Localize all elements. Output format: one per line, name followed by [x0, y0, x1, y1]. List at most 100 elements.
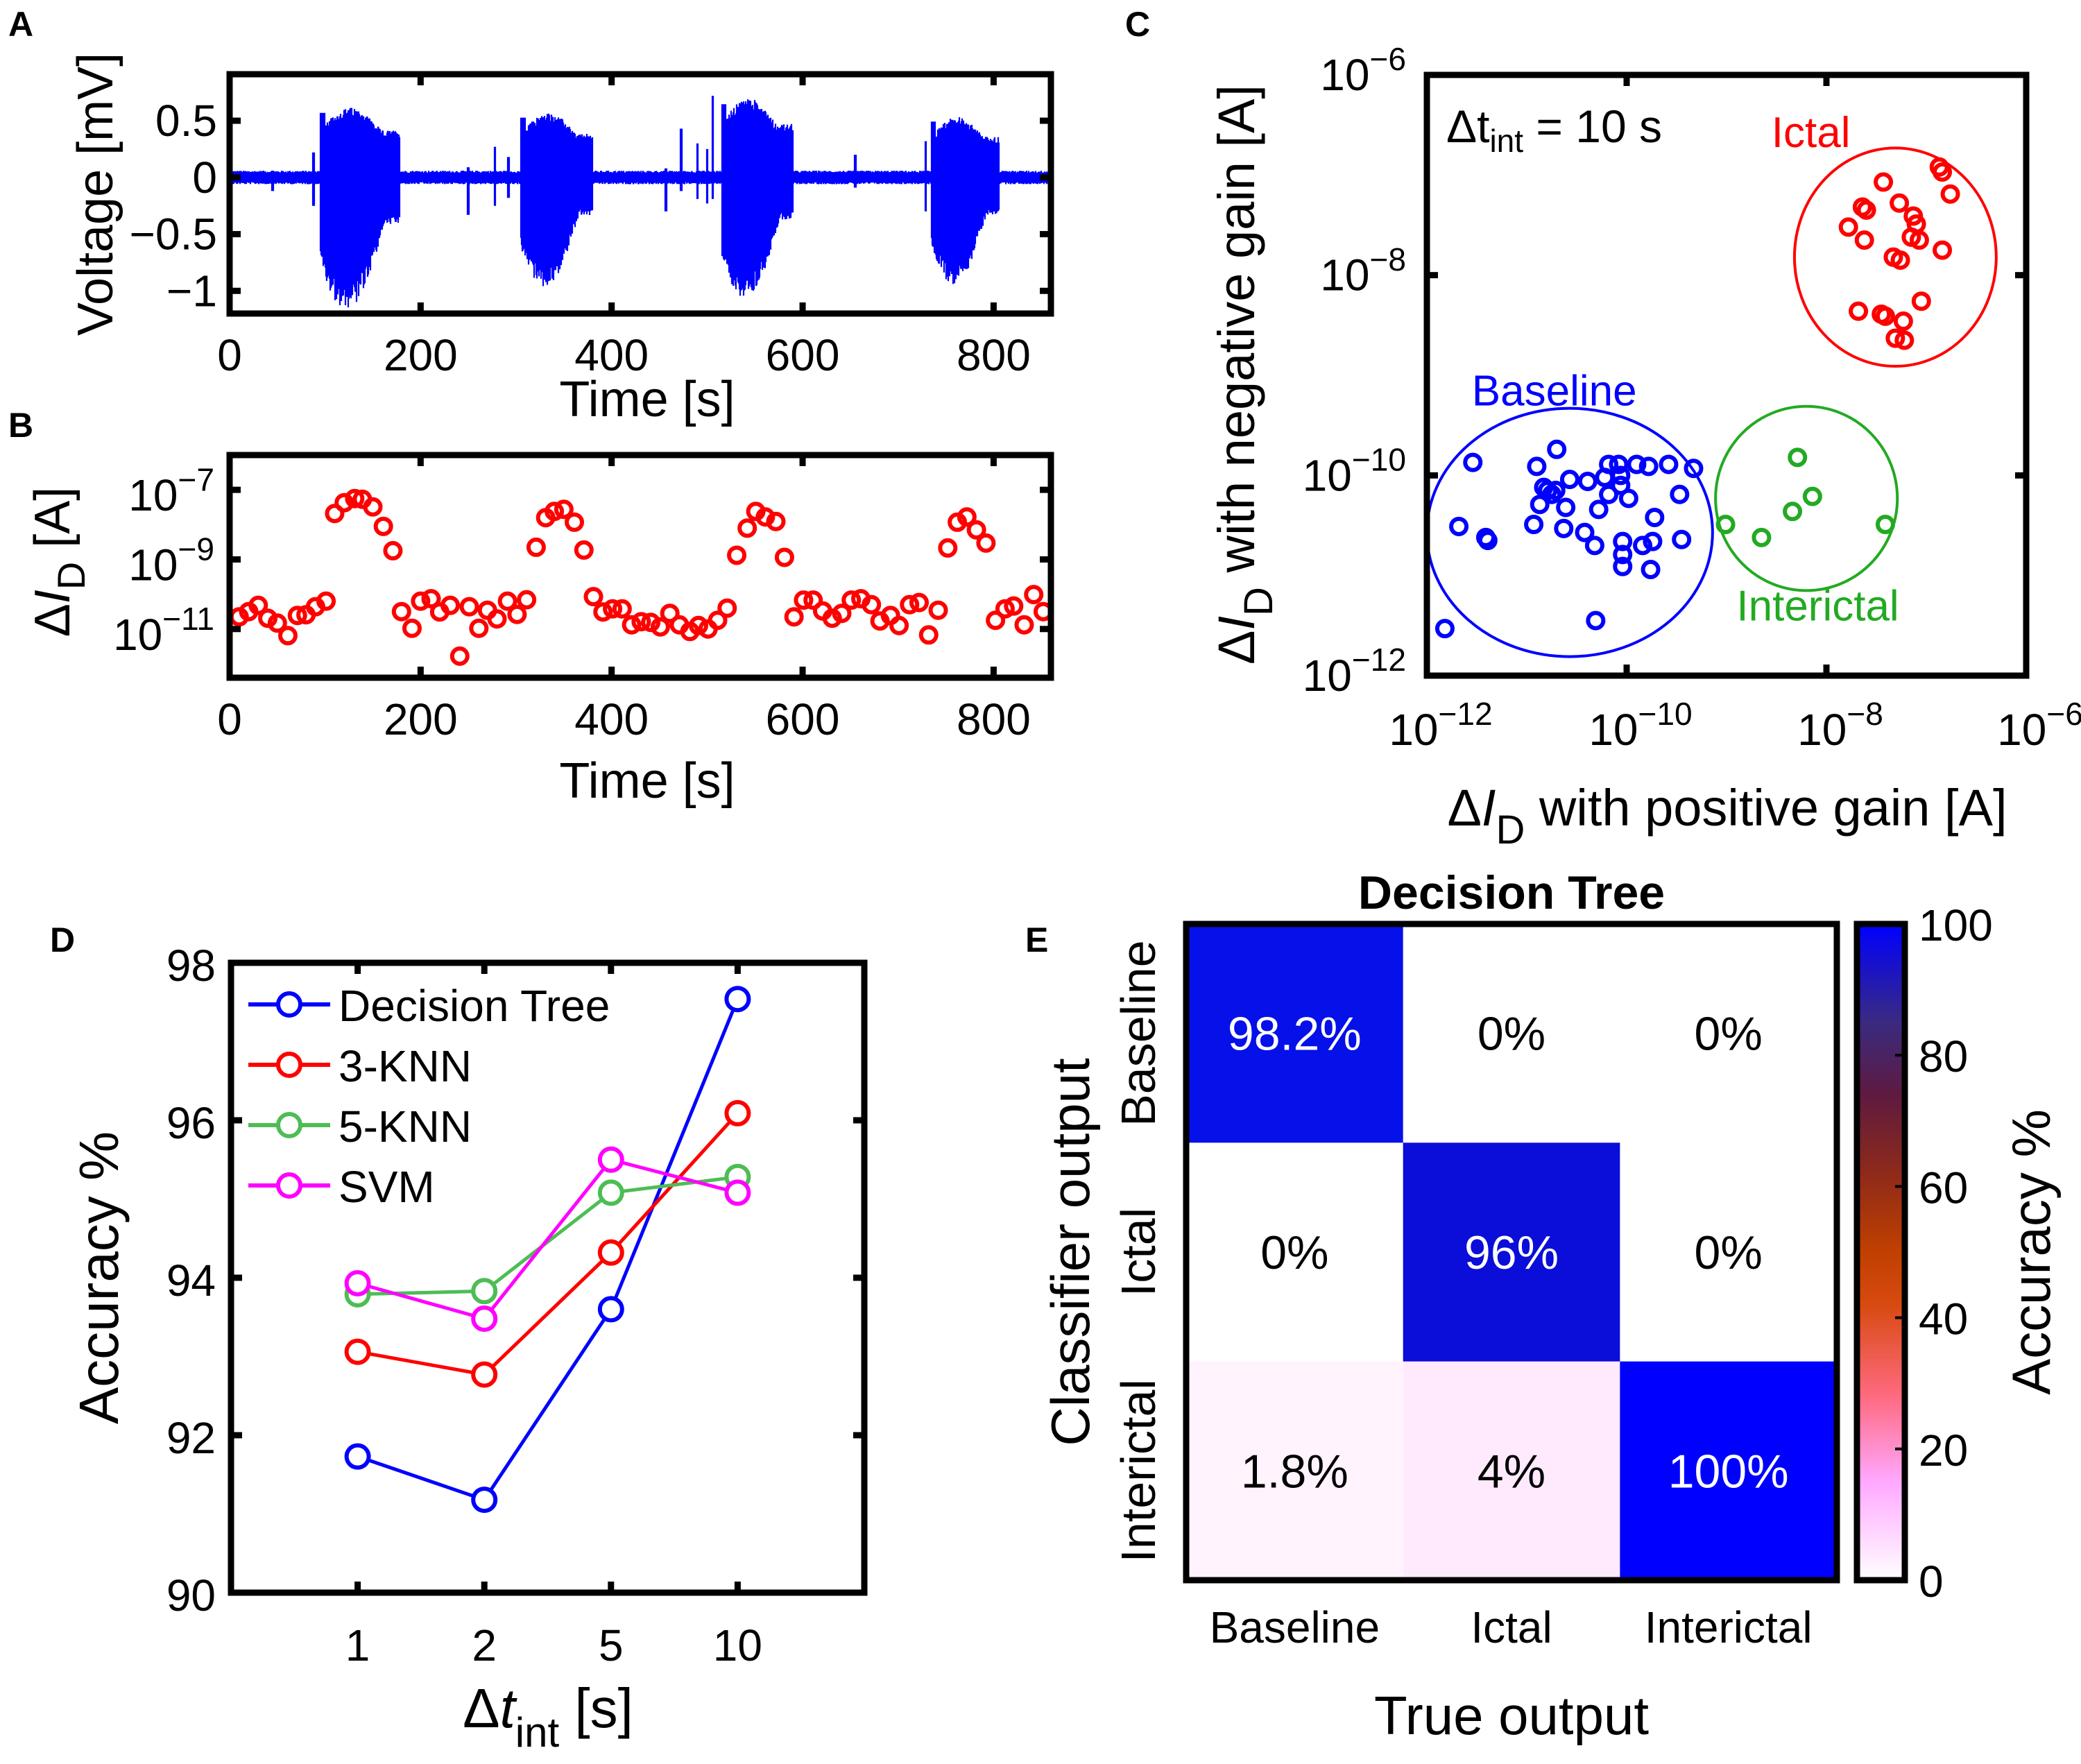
heatmap-cell — [1620, 1142, 1838, 1362]
data-point — [517, 590, 537, 610]
data-point — [948, 512, 968, 532]
x-axis-label: Time [s] — [559, 372, 735, 427]
x-category-label: Interictal — [1645, 1602, 1813, 1652]
data-point — [1940, 184, 1960, 204]
cell-value-label: 0% — [1695, 1226, 1763, 1279]
data-point — [1611, 465, 1631, 486]
x-category-label: Baseline — [1210, 1602, 1380, 1652]
data-point — [1645, 507, 1665, 527]
data-point — [1554, 518, 1574, 538]
data-point — [344, 1269, 371, 1296]
cluster-label-interictal: Interictal — [1736, 583, 1899, 631]
data-point — [1893, 311, 1913, 332]
x-tick-label: 10 — [713, 1620, 762, 1670]
data-point — [622, 615, 642, 635]
data-point — [1024, 585, 1044, 605]
data-point — [258, 608, 278, 628]
data-point — [1609, 454, 1629, 474]
cluster-interictal: Interictal — [1714, 404, 1899, 631]
data-point — [938, 538, 958, 558]
data-point — [995, 599, 1015, 619]
legend-marker — [276, 991, 302, 1018]
data-point — [597, 1146, 624, 1173]
data-point — [650, 617, 670, 637]
data-point — [363, 497, 383, 517]
x-tick-label: 800 — [957, 330, 1031, 380]
y-tick-label: 10−10 — [1303, 442, 1406, 501]
panel-d-accuracy-lines: Decision Tree 3-KNN 5-KNN SVM 1 2 5 10 90 92 94 96 9… — [68, 941, 868, 1756]
data-point — [1875, 515, 1895, 535]
x-tick-label: 5 — [599, 1620, 624, 1670]
cell-value-label: 100% — [1668, 1445, 1789, 1498]
data-point — [1524, 515, 1544, 535]
series-line — [357, 998, 739, 1502]
x-category-label: Ictal — [1471, 1602, 1552, 1652]
data-point — [1613, 556, 1633, 576]
data-point — [469, 618, 489, 638]
cell-value-label: 0% — [1478, 1008, 1545, 1061]
data-point — [918, 625, 939, 645]
data-point — [597, 1179, 624, 1206]
cluster-ellipse-ictal — [1792, 146, 1998, 368]
y-tick-label: 10−7 — [128, 461, 214, 520]
colorbar-tick-label: 80 — [1919, 1031, 1968, 1081]
x-tick-label: 600 — [766, 694, 840, 744]
y-tick-label: 96 — [166, 1098, 216, 1148]
data-point — [1854, 230, 1874, 250]
panel-label-e: E — [1025, 920, 1048, 959]
panel-label-a: A — [8, 5, 33, 44]
data-point — [1838, 217, 1858, 237]
data-point — [1435, 619, 1455, 639]
y-tick-label: 10−9 — [128, 531, 214, 590]
x-tick-label: 0 — [217, 694, 242, 744]
data-point — [1638, 456, 1659, 477]
data-point — [1875, 306, 1895, 326]
data-point — [1575, 522, 1595, 542]
panel-b-delta-id-scatter: 0 200 400 600 800 10−7 10−9 10−11 Time [s] ΔID [A… — [25, 452, 1054, 809]
panel-label-b: B — [8, 406, 33, 445]
data-point — [345, 488, 365, 508]
colorbar-tick-label: 20 — [1919, 1425, 1968, 1475]
data-point — [1588, 499, 1609, 520]
series-decision-tree — [344, 986, 751, 1514]
data-point — [755, 507, 776, 527]
data-point — [597, 1296, 624, 1323]
data-point — [641, 613, 661, 633]
data-point — [766, 511, 786, 531]
data-point — [1684, 459, 1704, 479]
colorbar-fill — [1857, 924, 1905, 1580]
data-point — [976, 533, 996, 553]
data-point — [1849, 301, 1869, 321]
data-point — [554, 499, 574, 520]
data-point — [784, 607, 804, 627]
legend-label: Decision Tree — [339, 981, 610, 1031]
cluster-baseline: Baseline — [1425, 367, 1714, 658]
cluster-ictal: Ictal — [1772, 109, 1998, 368]
data-point — [316, 591, 336, 611]
heatmap-cell — [1186, 1361, 1404, 1581]
x-tick-label: 1 — [345, 1620, 370, 1670]
cell-value-label: 0% — [1695, 1008, 1763, 1061]
data-point — [986, 610, 1006, 631]
data-point — [727, 545, 747, 565]
cell-value-label: 98.2% — [1228, 1008, 1362, 1061]
series-svm — [344, 1146, 751, 1333]
data-point — [565, 512, 585, 532]
cluster-label-baseline: Baseline — [1472, 367, 1637, 415]
legend-marker — [276, 1172, 302, 1199]
legend-label: 5-KNN — [339, 1102, 472, 1151]
data-point — [1894, 330, 1915, 350]
data-point — [1613, 545, 1633, 565]
data-point — [1627, 454, 1647, 474]
colorbar-frame — [1853, 920, 1908, 1584]
data-point — [593, 602, 613, 622]
data-point — [1890, 193, 1910, 213]
heatmap-cell — [1186, 1142, 1404, 1362]
data-point — [1004, 596, 1024, 616]
x-tick-label: 0 — [217, 330, 242, 380]
x-tick-label: 400 — [574, 694, 649, 744]
colorbar-label: Accuracy % — [2001, 1109, 2062, 1395]
data-point — [832, 603, 852, 624]
panel-e-confusion-matrix: Decision Tree 98.2% 0% 0% 0% 96% 0% 1.8% 4% 100% B… — [1040, 866, 2062, 1746]
